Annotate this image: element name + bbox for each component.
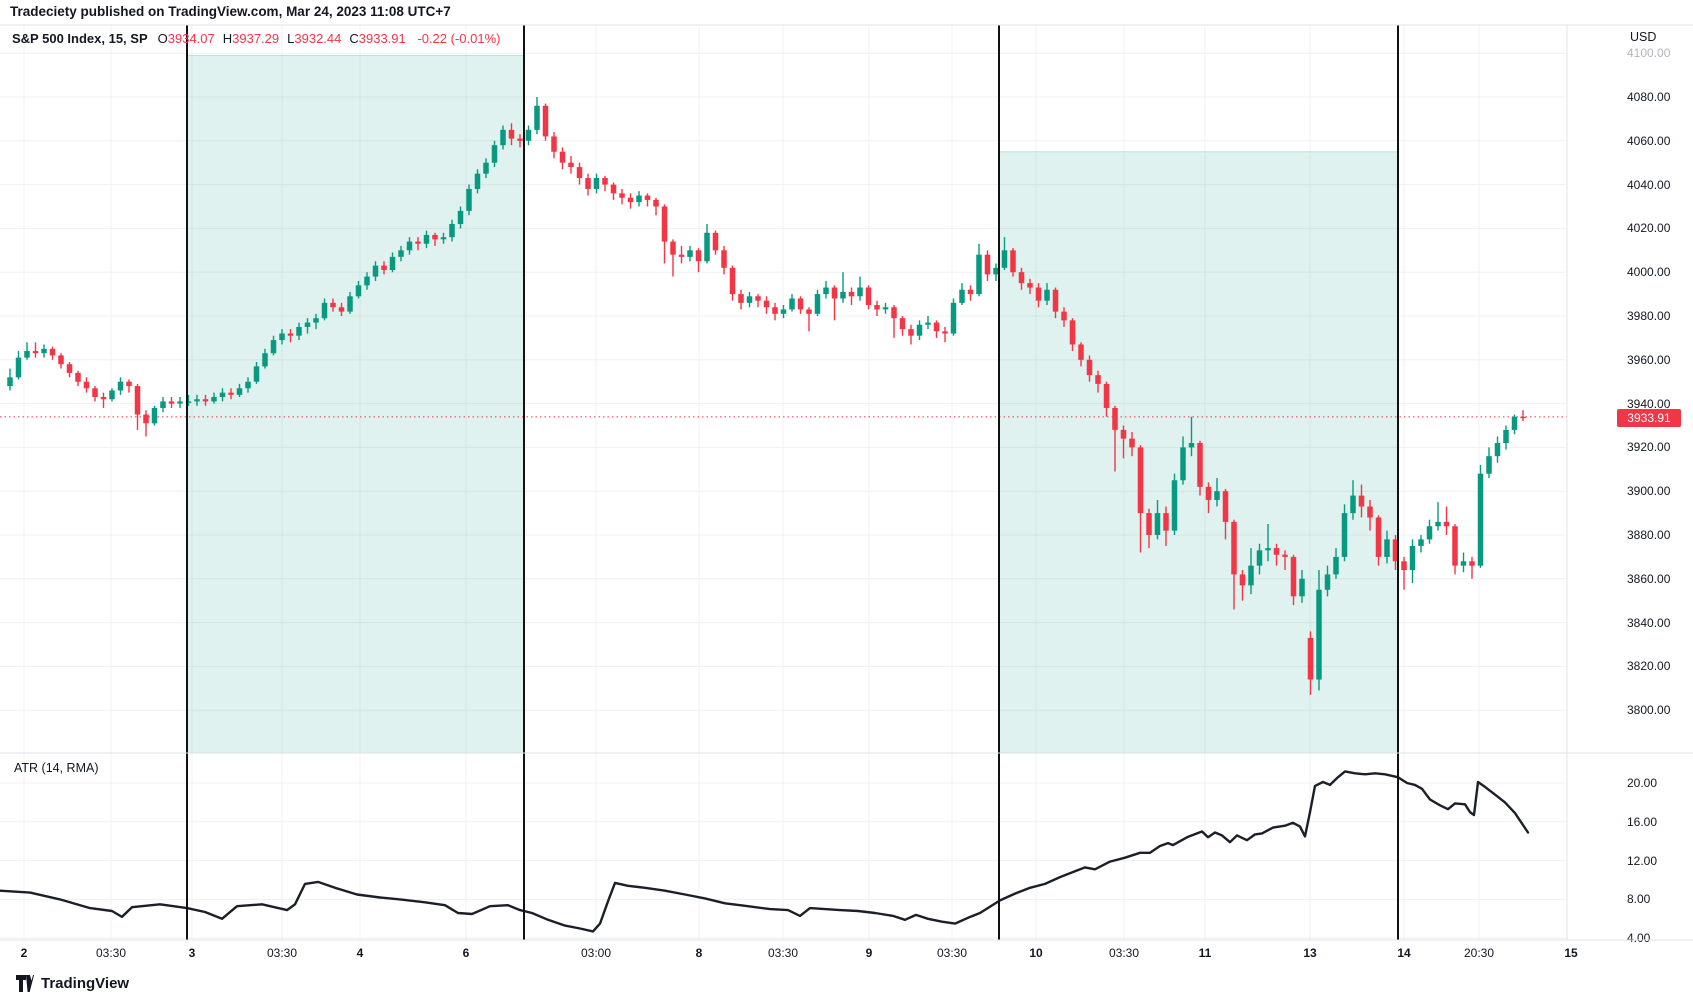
time-tick: 03:30 [95, 946, 127, 960]
time-tick: 4 [356, 946, 364, 960]
price-tick: 3880.00 [1627, 528, 1671, 542]
time-tick: 3 [188, 946, 196, 960]
atr-tick: 20.00 [1627, 776, 1658, 790]
time-tick: 8 [695, 946, 703, 960]
symbol-legend[interactable]: S&P 500 Index, 15, SP O3934.07 H3937.29 L39… [12, 31, 500, 46]
indicator-label[interactable]: ATR (14, RMA) [14, 761, 99, 775]
ohlc-value: C3933.91 [349, 31, 406, 46]
price-tick: 4100.00 [1627, 46, 1671, 61]
price-change: -0.22 (-0.01%) [417, 31, 501, 46]
time-tick: 6 [462, 946, 470, 960]
price-tick: 4040.00 [1627, 177, 1671, 192]
time-tick: 9 [865, 946, 873, 960]
last-price-label: 3933.91 [1617, 409, 1681, 427]
price-tick: 3800.00 [1627, 703, 1671, 718]
price-tick: 3980.00 [1627, 309, 1671, 323]
atr-tick: 12.00 [1627, 853, 1658, 868]
brand-name: TradingView [41, 975, 130, 992]
price-tick: 4020.00 [1627, 221, 1671, 236]
time-tick: 03:00 [580, 946, 612, 960]
atr-tick: 16.00 [1627, 814, 1658, 829]
atr-tick: 8.00 [1627, 892, 1651, 907]
price-tick: 3860.00 [1627, 571, 1671, 586]
price-tick: 3960.00 [1627, 352, 1671, 367]
time-tick: 15 [1564, 946, 1578, 960]
tradingview-logo[interactable]: TradingView [16, 975, 129, 992]
time-tick: 20:30 [1463, 946, 1495, 960]
atr-tick: 4.00 [1627, 931, 1651, 946]
ohlc-value: O3934.07 [157, 31, 215, 46]
price-tick: 4060.00 [1627, 133, 1671, 148]
time-tick: 03:30 [767, 946, 799, 960]
time-tick: 14 [1397, 946, 1411, 960]
ohlc-values: O3934.07 H3937.29 L3932.44 C3933.91 [158, 31, 414, 46]
time-tick: 2 [20, 946, 28, 960]
price-tick: 3900.00 [1627, 484, 1671, 499]
price-tick: 3920.00 [1627, 440, 1671, 455]
price-tick: 4080.00 [1627, 90, 1671, 104]
ohlc-value: H3937.29 [222, 31, 280, 46]
page-title: Tradeciety published on TradingView.com,… [10, 4, 451, 19]
time-tick: 11 [1198, 946, 1212, 960]
currency-label: USD [1630, 30, 1657, 44]
time-tick: 03:30 [266, 946, 298, 960]
ohlc-value: L3932.44 [287, 31, 342, 46]
time-tick: 03:30 [936, 946, 968, 960]
time-tick: 03:30 [1108, 946, 1140, 960]
time-tick: 13 [1303, 946, 1317, 960]
symbol-name[interactable]: S&P 500 Index, 15, SP [12, 31, 148, 46]
price-tick: 4000.00 [1627, 265, 1671, 280]
time-tick: 10 [1029, 946, 1043, 960]
price-tick: 3820.00 [1627, 659, 1671, 674]
tradingview-icon [16, 975, 35, 992]
price-tick: 3840.00 [1627, 615, 1671, 630]
price-tick: 3940.00 [1627, 396, 1671, 411]
